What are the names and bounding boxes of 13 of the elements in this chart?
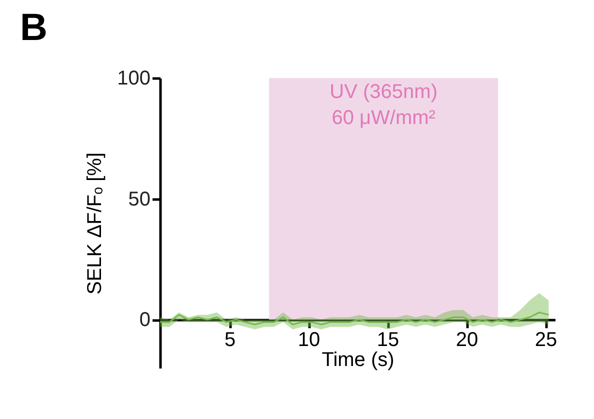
y-tick-label: 100 bbox=[117, 68, 150, 90]
x-axis-title: Time (s) bbox=[322, 349, 394, 372]
x-tick-label: 15 bbox=[376, 329, 400, 352]
band-label: UV (365nm) 60 μW/mm² bbox=[330, 81, 438, 129]
y-tick-label: 50 bbox=[128, 188, 150, 210]
x-tick-label: 10 bbox=[298, 329, 320, 352]
y-tick-label: 0 bbox=[139, 309, 150, 332]
line-series bbox=[159, 312, 550, 326]
x-tick-label: 25 bbox=[534, 329, 558, 352]
chart-title: B bbox=[20, 7, 48, 49]
x-tick-label: 5 bbox=[224, 329, 236, 352]
y-axis-title: SELK ΔF/Fₒ [%] bbox=[84, 152, 106, 295]
x-tick-label: 20 bbox=[456, 329, 478, 352]
